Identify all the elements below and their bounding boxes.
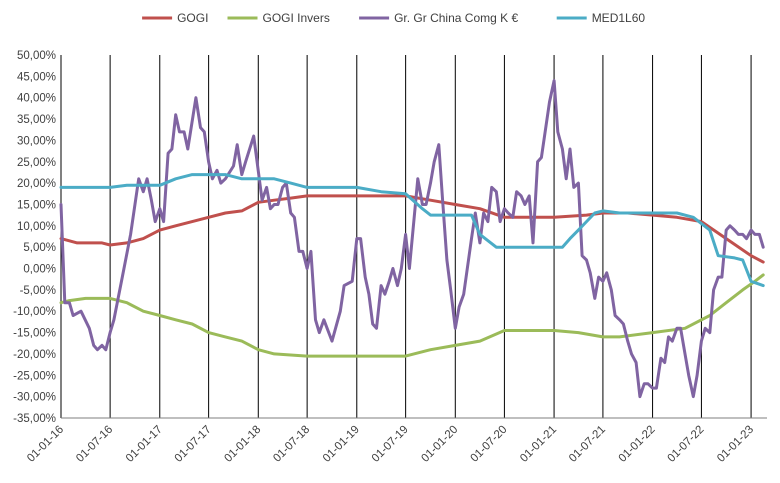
y-tick-label: 10,00%	[17, 221, 56, 233]
legend: GOGI GOGI Invers Gr. Gr China Comg K € MED1…	[142, 11, 645, 25]
y-tick-label: -35,00%	[13, 413, 56, 425]
y-tick-label: 45,00%	[17, 71, 56, 83]
y-tick-label: 15,00%	[17, 199, 56, 211]
y-tick-label: 50,00%	[17, 50, 56, 62]
y-tick-label: 40,00%	[17, 93, 56, 105]
x-tick-label: 01-01-16	[25, 424, 66, 465]
x-tick-label: 01-07-21	[567, 424, 608, 465]
y-tick-label: -10,00%	[13, 306, 56, 318]
y-tick-label: 30,00%	[17, 135, 56, 147]
x-tick-label: 01-01-21	[518, 424, 559, 465]
x-tick-label: 01-01-18	[222, 424, 263, 465]
y-tick-label: 20,00%	[17, 178, 56, 190]
series-line	[59, 79, 765, 399]
series-line	[59, 273, 765, 358]
y-tick-label: -20,00%	[13, 349, 56, 361]
legend-item: Gr. Gr China Comg K €	[359, 11, 518, 25]
y-tick-label: -30,00%	[13, 392, 56, 404]
y-axis-tick-labels: 50,00% 45,00% 40,00% 35,00% 30,00% 25,00% 20,0…	[13, 50, 56, 425]
x-tick-label: 01-07-17	[173, 424, 214, 465]
x-tick-label: 01-01-23	[715, 424, 756, 465]
x-tick-label: 01-01-17	[124, 424, 165, 465]
y-tick-label: -5,00%	[20, 285, 56, 297]
y-tick-label: 25,00%	[17, 157, 56, 169]
legend-label: MED1L60	[592, 11, 646, 25]
legend-item: GOGI	[142, 11, 208, 25]
series-line	[59, 173, 765, 288]
x-axis-tick-labels: 01-01-16 01-07-16 01-01-17 01-07-17 01-01-18…	[25, 424, 756, 465]
legend-label: GOGI Invers	[263, 11, 330, 25]
legend-label: GOGI	[177, 11, 208, 25]
x-tick-label: 01-07-22	[665, 424, 706, 465]
y-tick-label: 35,00%	[17, 114, 56, 126]
series-lines	[59, 79, 765, 399]
series-line	[59, 194, 765, 264]
vertical-gridlines	[60, 55, 752, 418]
x-tick-label: 01-07-19	[370, 424, 411, 465]
x-tick-label: 01-01-22	[617, 424, 658, 465]
legend-item: MED1L60	[556, 11, 646, 25]
y-tick-label: -25,00%	[13, 370, 56, 382]
x-tick-label: 01-07-18	[271, 424, 312, 465]
legend-label: Gr. Gr China Comg K €	[394, 11, 518, 25]
x-tick-label: 01-01-20	[419, 424, 460, 465]
x-tick-label: 01-07-16	[74, 424, 115, 465]
legend-item: GOGI Invers	[227, 11, 330, 25]
y-tick-label: 0,00%	[23, 264, 56, 276]
y-tick-label: 5,00%	[23, 242, 56, 254]
y-tick-label: -15,00%	[13, 328, 56, 340]
x-tick-label: 01-07-20	[468, 424, 509, 465]
x-tick-label: 01-01-19	[321, 424, 362, 465]
